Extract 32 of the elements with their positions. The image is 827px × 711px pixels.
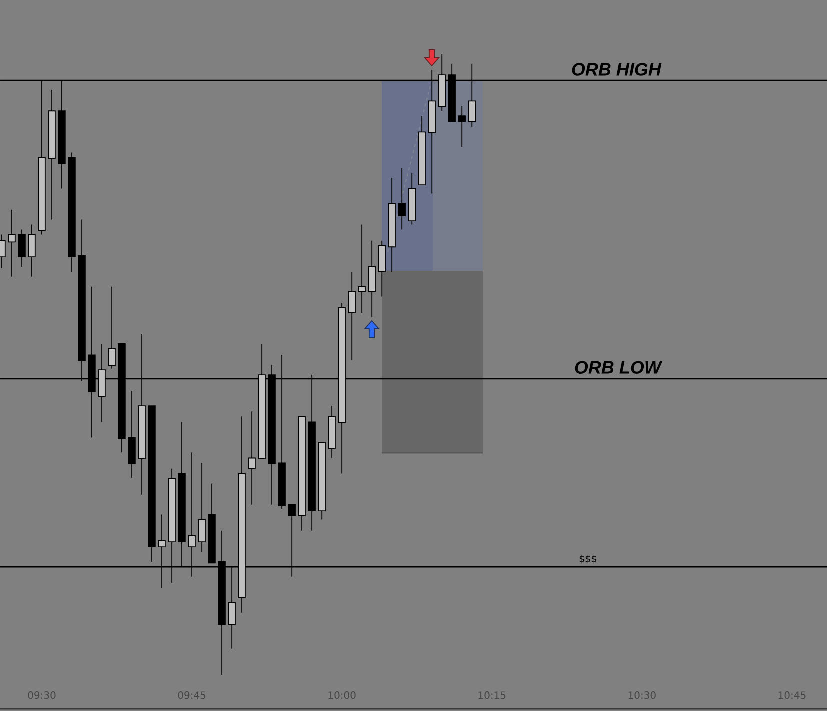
- candlestick: [458, 106, 466, 148]
- candlestick: [18, 229, 26, 268]
- candlestick: [298, 416, 306, 532]
- candlestick: [108, 286, 116, 370]
- ref-line-label: ORB LOW: [575, 361, 663, 374]
- candlestick: [418, 116, 426, 186]
- x-tick-label: 09:45: [178, 692, 206, 700]
- x-tick-label: 09:30: [28, 692, 56, 700]
- candlestick: [198, 462, 206, 552]
- candlestick: [248, 411, 256, 506]
- candlestick: [358, 224, 366, 314]
- candlestick: [398, 168, 406, 230]
- x-tick-label: 10:15: [478, 692, 506, 700]
- x-tick-label: 10:30: [628, 692, 656, 700]
- candlestick: [48, 90, 56, 220]
- candlestick: [408, 172, 416, 226]
- annotation: $$$: [580, 555, 596, 564]
- candlestick: [368, 240, 376, 318]
- candlestick: [8, 209, 16, 278]
- candlestick: [148, 406, 156, 562]
- candlestick: [68, 152, 76, 272]
- candlestick: [378, 240, 386, 298]
- ref-line-label: ORB HIGH: [572, 63, 662, 76]
- candlestick: [128, 390, 136, 479]
- x-tick-label: 10:00: [328, 692, 356, 700]
- candlestick: [348, 272, 356, 361]
- candlestick: [28, 224, 36, 278]
- candlestick: [388, 178, 396, 272]
- x-tick-label: 10:45: [778, 692, 806, 700]
- candlestick: [208, 483, 216, 564]
- candlestick: [318, 442, 326, 520]
- candlestick: [328, 406, 336, 459]
